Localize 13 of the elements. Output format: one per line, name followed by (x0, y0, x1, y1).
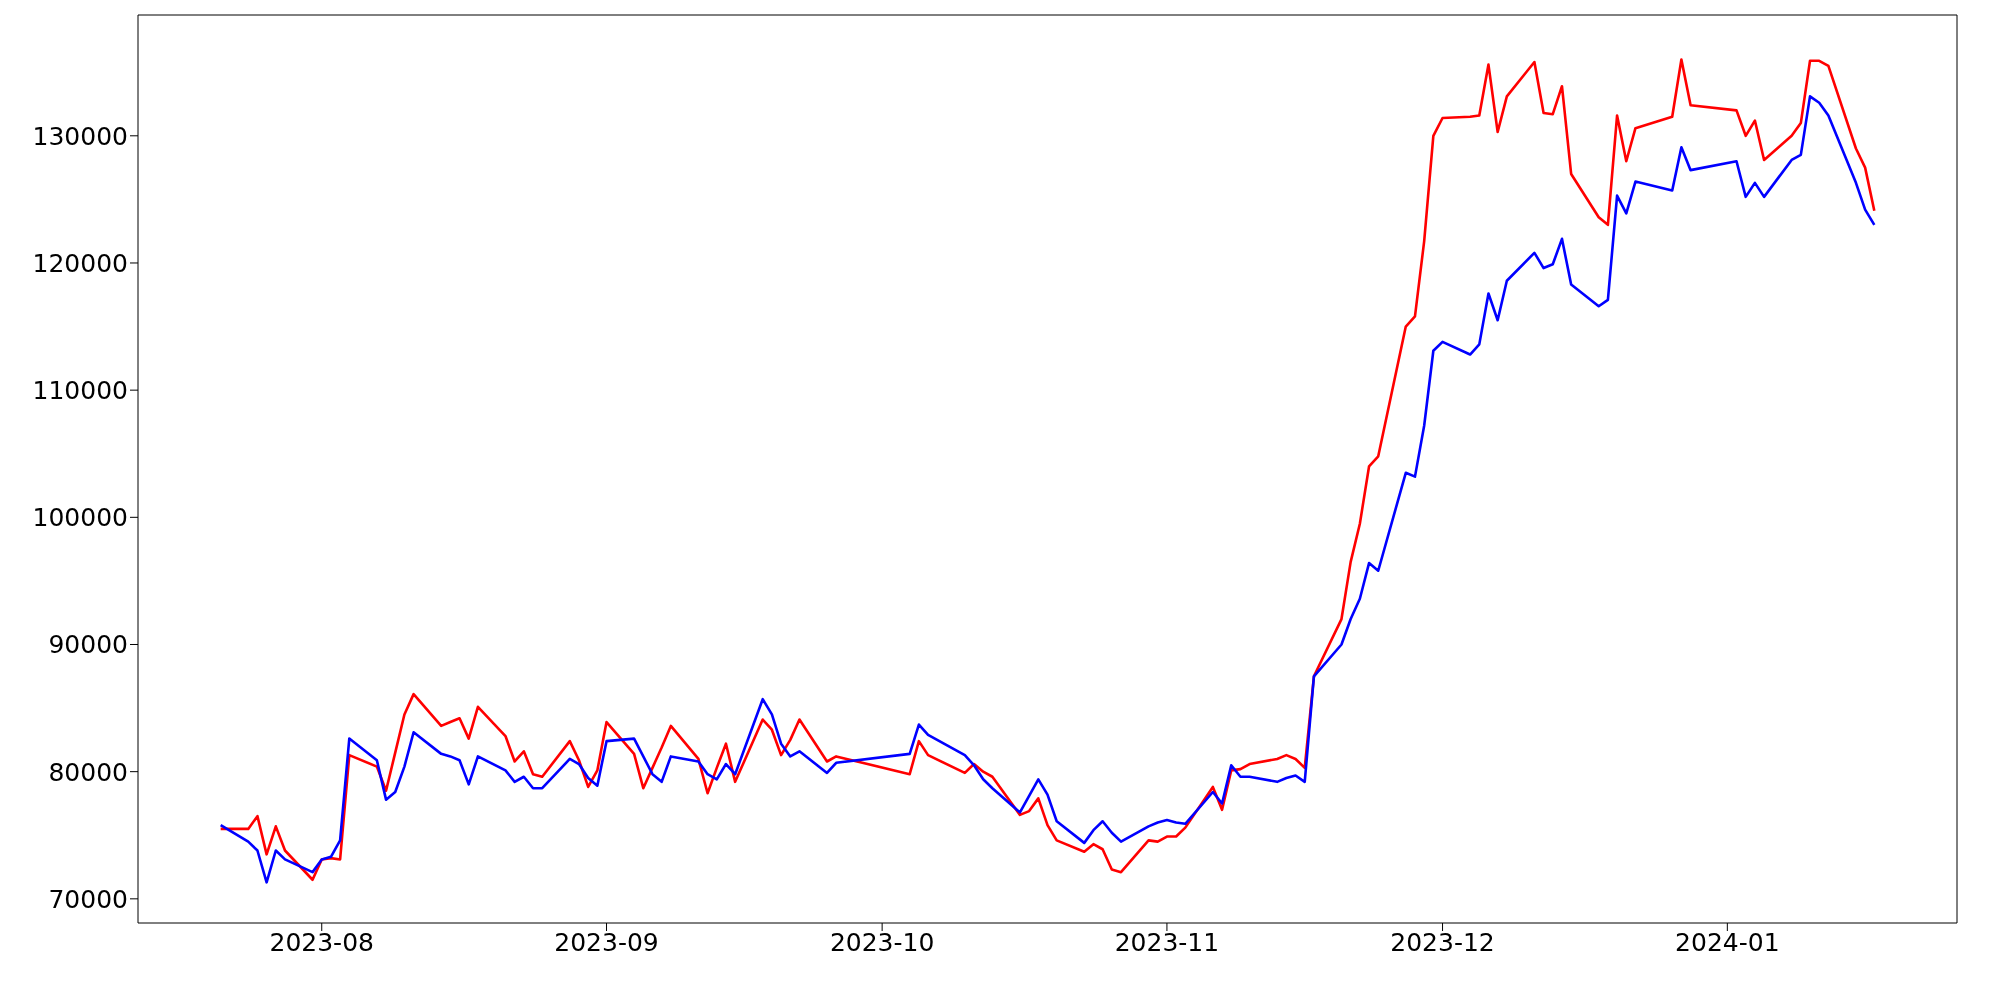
y-tick-label: 80000 (48, 757, 128, 787)
x-tick-label: 2024-01 (1675, 927, 1780, 957)
x-tick-label: 2023-08 (269, 927, 374, 957)
y-tick-label: 130000 (32, 121, 128, 151)
y-tick-label: 100000 (32, 503, 128, 533)
x-tick-label: 2023-10 (829, 927, 935, 957)
x-tick-label: 2023-11 (1114, 927, 1220, 957)
y-tick-label: 120000 (32, 248, 128, 278)
y-tick-label: 90000 (48, 630, 128, 660)
y-tick-label: 110000 (32, 376, 128, 406)
y-tick-label: 70000 (48, 884, 128, 914)
x-tick-label: 2023-12 (1390, 927, 1495, 957)
x-tick-label: 2023-09 (554, 927, 659, 957)
